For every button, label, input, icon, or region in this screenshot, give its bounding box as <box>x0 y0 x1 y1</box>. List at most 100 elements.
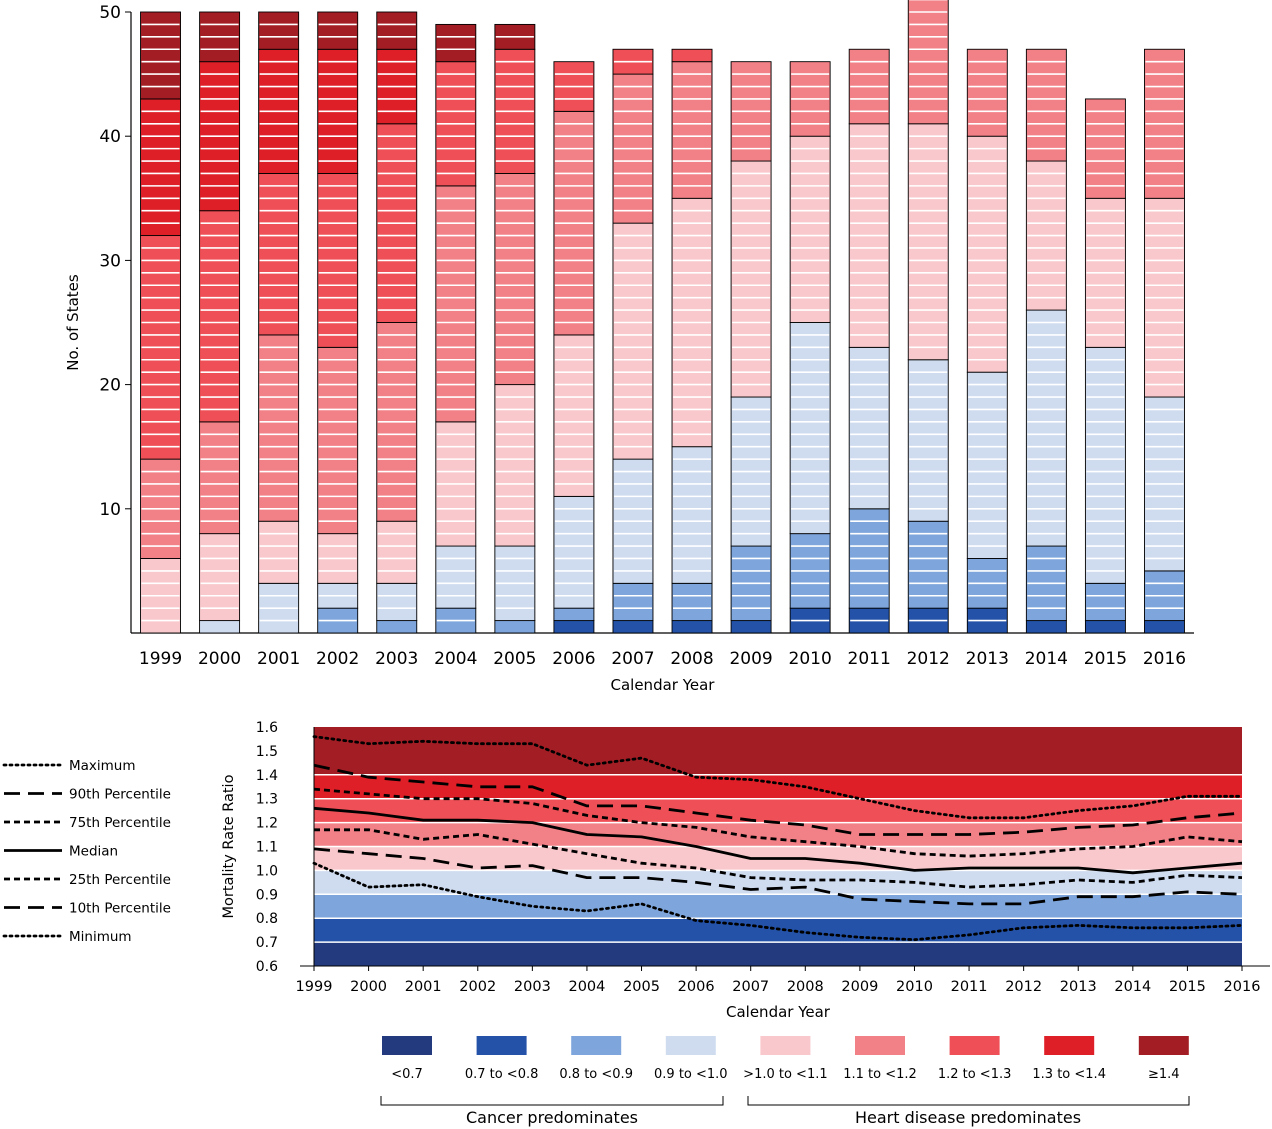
series-line-median <box>313 806 1243 875</box>
bar-segment <box>671 48 713 63</box>
line-x-tick-label: 2006 <box>678 979 715 995</box>
bar-x-tick-label: 2005 <box>493 649 536 669</box>
ratio-band <box>314 870 1242 895</box>
line-y-tick-label: 1.0 <box>256 863 278 879</box>
color-swatch-label: 1.3 to <1.4 <box>1032 1067 1106 1082</box>
bar-segment <box>199 210 241 423</box>
line-x-tick-label: 2000 <box>350 979 387 995</box>
legend-line-label: 10th Percentile <box>69 901 171 917</box>
bar-segment <box>907 520 949 609</box>
bar-segment <box>1025 620 1067 634</box>
color-swatch <box>1044 1036 1095 1055</box>
line-y-tick-label: 1.3 <box>256 792 278 808</box>
bar-segment <box>1144 620 1185 634</box>
line-x-axis-title: Calendar Year <box>726 1003 831 1021</box>
line-y-tick-label: 0.7 <box>256 935 278 951</box>
bar-segment <box>435 23 477 63</box>
legend-line-label: 90th Percentile <box>69 787 171 803</box>
line-x-tick-label: 2007 <box>732 979 769 995</box>
bar-x-tick-label: 2000 <box>198 649 241 669</box>
heart-group-label: Heart disease predominates <box>855 1108 1081 1127</box>
line-legend: Maximum 90th Percentile 75th Percentile Med… <box>2 758 171 945</box>
ratio-band <box>314 942 1242 966</box>
bar-segment <box>376 620 418 634</box>
ratio-band <box>314 774 1242 799</box>
line-y-tick-label: 1.2 <box>256 816 278 832</box>
legend-line-label: 25th Percentile <box>69 872 171 888</box>
bar-segment <box>199 533 241 622</box>
color-swatch-label: 0.8 to <0.9 <box>559 1067 633 1082</box>
bar-x-tick-label: 2014 <box>1025 649 1068 669</box>
line-x-tick-label: 2004 <box>568 979 605 995</box>
bar-segment <box>376 520 418 584</box>
line-x-tick-label: 2002 <box>459 979 496 995</box>
bar-segment <box>671 582 713 622</box>
bar-y-tick-label: 40 <box>99 127 121 147</box>
bar-segment <box>494 173 536 386</box>
line-y-axis-title: Mortality Rate Ratio <box>221 774 237 918</box>
line-x-tick-label: 2014 <box>1114 979 1151 995</box>
bar-segment <box>140 11 181 100</box>
line-x-tick-label: 2005 <box>623 979 660 995</box>
line-y-tick-label: 0.6 <box>256 959 278 975</box>
bar-segment <box>258 334 300 522</box>
bar-segment <box>494 384 536 547</box>
series-line-25th-percentile <box>314 828 1243 889</box>
bar-segment <box>553 620 595 634</box>
bar-segment <box>376 11 418 50</box>
series-line-maximum <box>312 735 1244 820</box>
bar-y-tick-label: 30 <box>99 251 121 271</box>
bar-segment <box>671 620 713 634</box>
color-key: <0.7 0.7 to <0.8 0.8 to <0.9 0.9 to <1.0 >1.… <box>380 1036 1190 1127</box>
bar-segment <box>199 620 241 634</box>
bar-y-tick-label: 20 <box>99 376 121 396</box>
bar-segment <box>199 421 241 535</box>
series-line-75th-percentile <box>313 787 1243 858</box>
bar-segment <box>789 322 831 535</box>
line-x-tick-label: 2003 <box>514 979 551 995</box>
bar-segment <box>376 582 418 622</box>
bar-segment <box>730 620 772 634</box>
bar-segment <box>612 222 654 460</box>
color-swatch <box>760 1036 811 1055</box>
line-x-tick-label: 2015 <box>1169 979 1206 995</box>
bar-x-tick-label: 2012 <box>907 649 950 669</box>
line-x-tick-label: 2013 <box>1060 979 1097 995</box>
line-y-tick-label: 0.8 <box>256 911 278 927</box>
bar-segment <box>1025 309 1067 547</box>
color-swatch <box>949 1036 1000 1055</box>
line-chart: 0.6 0.7 0.8 0.9 1.0 1.1 1.2 1.3 1.4 1.5 1.6 1999 200… <box>221 720 1270 1021</box>
line-x-tick-label: 2001 <box>405 979 442 995</box>
bar-x-tick-label: 2001 <box>257 649 300 669</box>
legend-line-label: Minimum <box>69 929 132 945</box>
series-line-90th-percentile <box>313 763 1243 836</box>
line-y-tick-label: 1.5 <box>256 744 278 760</box>
color-swatch <box>665 1036 716 1055</box>
bar-segment <box>317 11 359 50</box>
bar-x-tick-label: 2011 <box>848 649 891 669</box>
bar-x-axis-title: Calendar Year <box>611 676 716 694</box>
bar-x-tick-label: 2016 <box>1143 649 1186 669</box>
bar-segment <box>258 11 300 50</box>
color-swatch <box>1138 1036 1189 1055</box>
color-swatch <box>571 1036 622 1055</box>
color-swatch-label: 0.9 to <1.0 <box>654 1067 728 1082</box>
bar-segment <box>1025 48 1067 162</box>
color-swatch-label: >1.0 to <1.1 <box>743 1067 827 1082</box>
cancer-group-label: Cancer predominates <box>466 1108 638 1127</box>
bar-segment <box>435 185 477 423</box>
bar-y-axis-title: No. of States <box>64 274 82 371</box>
bar-segment <box>494 620 536 634</box>
bar-segment <box>730 160 772 398</box>
bar-x-tick-label: 2008 <box>670 649 713 669</box>
bar-segment <box>1084 582 1126 622</box>
line-y-tick-label: 1.1 <box>256 840 278 856</box>
bar-segment <box>553 495 595 609</box>
ratio-band <box>314 894 1242 919</box>
line-y-tick-label: 1.4 <box>256 768 278 784</box>
bar-y-tick-label: 10 <box>99 500 121 520</box>
bar-segment <box>140 98 181 237</box>
bar-segment <box>671 61 713 199</box>
bar-segment <box>671 446 713 584</box>
color-swatch-label: <0.7 <box>391 1067 423 1082</box>
